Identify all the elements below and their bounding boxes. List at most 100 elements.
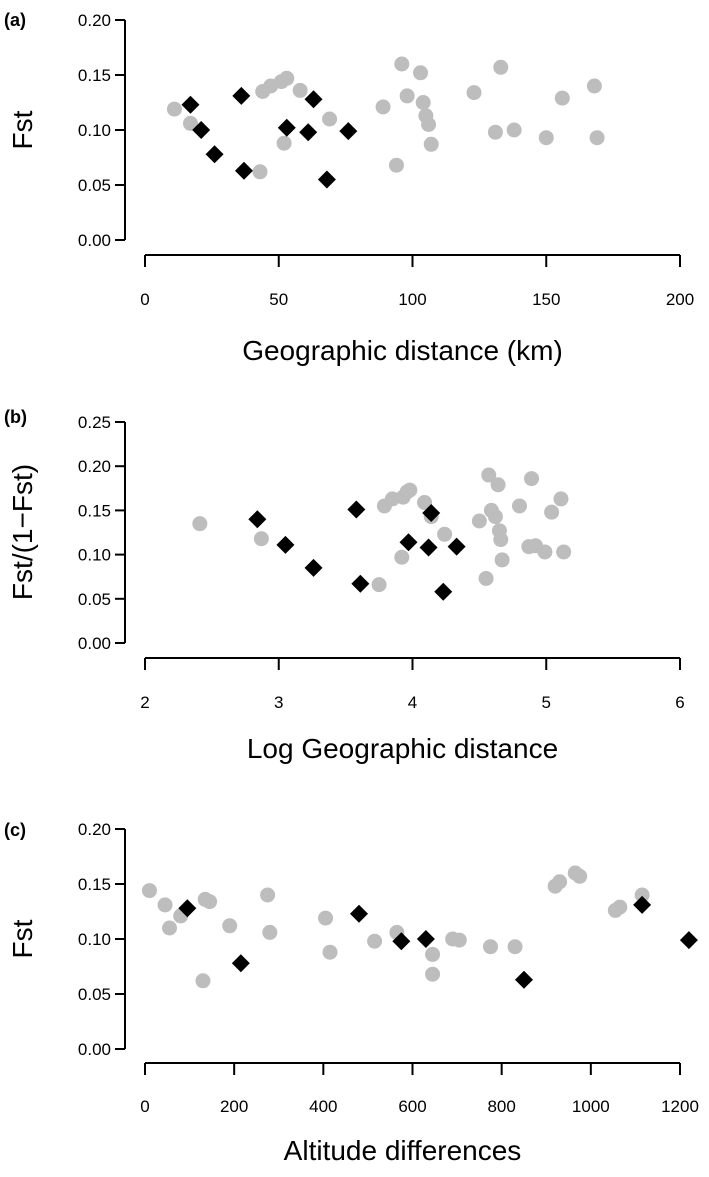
- data-point-circle: [493, 532, 509, 548]
- data-point-circle: [292, 82, 308, 98]
- data-point-circle: [279, 70, 295, 86]
- x-tick-label: 4: [408, 693, 417, 712]
- data-point-circle: [394, 56, 410, 72]
- data-point-circle: [437, 526, 453, 542]
- data-point-circle: [371, 577, 387, 593]
- data-point-circle: [202, 894, 218, 910]
- data-point-circle: [318, 910, 334, 926]
- data-point-circle: [507, 939, 523, 955]
- y-tick-label: 0.00: [78, 1040, 111, 1059]
- y-tick-label: 0.15: [78, 501, 111, 520]
- data-point-circle: [483, 939, 499, 955]
- data-point-circle: [634, 887, 650, 903]
- data-point-circle: [399, 88, 415, 104]
- y-tick-label: 0.10: [78, 930, 111, 949]
- x-tick-label: 0: [140, 290, 149, 309]
- data-point-diamond: [304, 558, 323, 577]
- data-point-diamond: [434, 582, 453, 601]
- y-tick-label: 0.00: [78, 231, 111, 250]
- data-point-diamond: [317, 170, 336, 189]
- y-tick-label: 0.20: [78, 11, 111, 30]
- y-tick-label: 0.05: [78, 590, 111, 609]
- x-tick-label: 200: [220, 1097, 248, 1116]
- data-point-diamond: [351, 574, 370, 593]
- data-point-circle: [478, 570, 494, 586]
- data-point-circle: [195, 973, 211, 989]
- data-point-circle: [162, 920, 178, 936]
- y-tick-label: 0.05: [78, 176, 111, 195]
- y-axis-title: Fst: [7, 919, 38, 958]
- data-point-diamond: [192, 121, 211, 139]
- data-point-circle: [553, 491, 569, 507]
- data-point-circle: [413, 65, 429, 81]
- x-tick-label: 400: [309, 1097, 337, 1116]
- data-point-diamond: [416, 930, 435, 948]
- data-point-circle: [262, 924, 278, 940]
- data-point-circle: [276, 135, 292, 151]
- data-point-circle: [394, 549, 410, 565]
- data-point-diamond: [447, 537, 466, 556]
- data-point-diamond: [347, 500, 366, 519]
- data-point-diamond: [232, 86, 251, 105]
- data-point-diamond: [276, 535, 295, 554]
- panel-3: (c) 0.00 0.05 0.10 0.15 0.20 0 200 400 600 800 1000…: [4, 820, 699, 1166]
- data-point-circle: [415, 95, 431, 110]
- data-point-circle: [589, 130, 605, 146]
- panel-1: (a) 0.00 0.05 0.10 0.15 0.20 0 50 100 150 200 Geogr…: [4, 10, 694, 366]
- data-point-circle: [421, 117, 437, 132]
- data-point-circle: [141, 883, 157, 899]
- data-point-circle: [166, 101, 182, 117]
- data-point-diamond: [181, 95, 200, 114]
- x-tick-label: 3: [274, 693, 283, 712]
- data-point-circle: [512, 498, 527, 514]
- data-point-circle: [375, 99, 391, 115]
- y-tick-label: 0.10: [78, 121, 111, 140]
- x-tick-label: 150: [532, 290, 560, 309]
- data-point-circle: [524, 471, 540, 487]
- data-point-diamond: [419, 538, 438, 557]
- data-point-circle: [494, 552, 510, 568]
- data-point-circle: [481, 467, 497, 483]
- data-point-circle: [471, 513, 487, 529]
- data-point-diamond: [248, 510, 267, 529]
- panel-2: (b) 0.00 0.05 0.10 0.15 0.20 0.25 2 3 4 5 6 Log Geog…: [4, 407, 685, 764]
- x-tick-label: 600: [398, 1097, 426, 1116]
- data-point-circle: [402, 482, 418, 498]
- data-point-diamond: [633, 895, 652, 914]
- panel-label: (b): [4, 407, 27, 427]
- data-point-circle: [487, 509, 503, 525]
- x-axis-title: Altitude differences: [284, 1135, 522, 1166]
- panel-label: (c): [4, 820, 26, 840]
- data-point-circle: [490, 477, 506, 493]
- data-point-circle: [157, 897, 173, 913]
- x-tick-label: 0: [140, 1097, 149, 1116]
- data-point-diamond: [234, 161, 253, 180]
- data-point-circle: [487, 124, 503, 140]
- data-point-circle: [586, 78, 602, 94]
- x-tick-label: 6: [675, 693, 684, 712]
- data-point-diamond: [679, 931, 698, 950]
- data-point-diamond: [299, 123, 318, 142]
- data-point-circle: [322, 944, 338, 960]
- data-point-circle: [538, 130, 554, 146]
- data-point-diamond: [392, 932, 411, 951]
- data-point-circle: [260, 887, 276, 903]
- x-tick-label: 100: [398, 290, 426, 309]
- data-point-diamond: [339, 122, 358, 141]
- y-tick-label: 0.20: [78, 457, 111, 476]
- data-point-circle: [425, 946, 441, 962]
- data-point-diamond: [514, 970, 533, 989]
- data-point-circle: [322, 111, 338, 127]
- data-point-diamond: [304, 90, 323, 109]
- x-tick-label: 2: [140, 693, 149, 712]
- data-point-circle: [182, 115, 198, 131]
- y-tick-label: 0.00: [78, 634, 111, 653]
- data-point-circle: [425, 966, 441, 982]
- data-point-circle: [544, 504, 560, 520]
- data-point-circle: [253, 531, 269, 547]
- data-point-circle: [252, 164, 268, 180]
- data-point-circle: [537, 544, 553, 560]
- data-point-diamond: [422, 504, 441, 523]
- x-tick-label: 5: [542, 693, 551, 712]
- data-point-circle: [552, 874, 568, 890]
